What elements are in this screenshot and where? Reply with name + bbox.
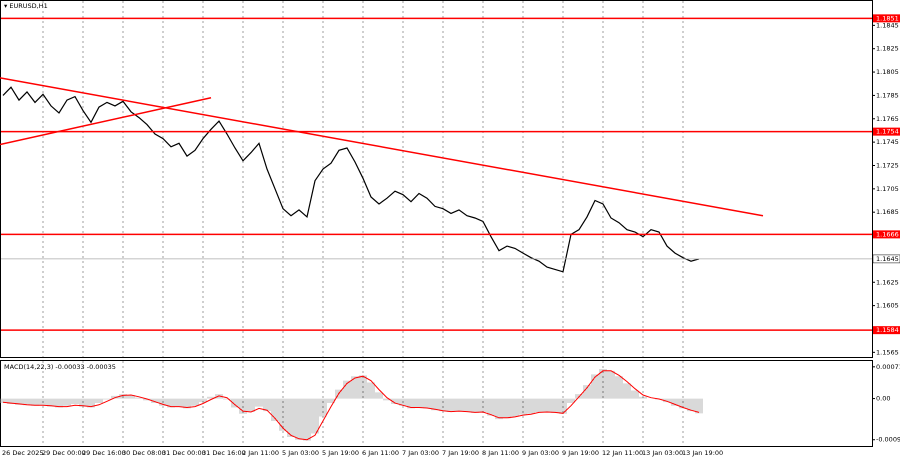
x-tick-label: 9 Jan 19:00: [562, 449, 599, 457]
level-label: 1.1851: [876, 14, 899, 22]
x-tick-label: 26 Dec 2025: [2, 449, 44, 457]
x-tick-label: 5 Jan 03:00: [282, 449, 319, 457]
level-label: 1.1754: [876, 128, 899, 136]
y-tick-label: 1.1845: [876, 21, 899, 29]
x-tick-label: 31 Dec 16:00: [202, 449, 246, 457]
x-tick-label: 5 Jan 19:00: [322, 449, 359, 457]
x-tick-label: 31 Dec 00:00: [162, 449, 206, 457]
x-tick-label: 8 Jan 11:00: [482, 449, 519, 457]
price-pane: [0, 0, 873, 358]
y-tick-label: 1.1805: [876, 68, 899, 76]
x-tick-label: 6 Jan 11:00: [362, 449, 399, 457]
level-label-bg: [873, 230, 900, 239]
level-label-bg: [873, 127, 900, 136]
y-tick-label: -0.00092: [876, 436, 900, 444]
level-label: 1.1584: [876, 326, 899, 334]
y-tick-label: 1.1745: [876, 138, 899, 146]
macd-pane: [0, 360, 873, 447]
last-price-label: 1.1645: [876, 255, 899, 263]
last-price-bg: [872, 254, 900, 264]
y-tick-label: 1.1705: [876, 185, 899, 193]
x-tick-label: 12 Jan 11:00: [602, 449, 643, 457]
level-label: 1.1666: [876, 230, 899, 238]
trendline: [0, 97, 212, 146]
chart-title: ▾ EURUSD,H1: [4, 2, 48, 10]
x-tick-label: 2 Jan 11:00: [242, 449, 279, 457]
y-tick-label: 1.1825: [876, 45, 899, 53]
y-tick-label: 0.00071: [876, 363, 900, 371]
symbol: EURUSD,H1: [9, 2, 47, 10]
y-tick-label: 0.00: [876, 395, 890, 403]
y-tick-label: 1.1685: [876, 208, 899, 216]
level-label-bg: [873, 326, 900, 335]
x-tick-label: 7 Jan 03:00: [402, 449, 439, 457]
x-tick-label: 29 Dec 00:00: [42, 449, 86, 457]
x-tick-label: 7 Jan 19:00: [442, 449, 479, 457]
signal-line: [2, 370, 700, 441]
x-tick-label: 13 Jan 19:00: [682, 449, 723, 457]
y-tick-label: 1.1725: [876, 161, 899, 169]
level-label-bg: [873, 14, 900, 23]
y-tick-label: 1.1785: [876, 91, 899, 99]
y-tick-label: 1.1765: [876, 115, 899, 123]
y-tick-label: 1.1565: [876, 348, 899, 356]
price-line: [2, 86, 700, 273]
trendline: [0, 77, 764, 217]
x-tick-label: 9 Jan 03:00: [522, 449, 559, 457]
indicator-title: MACD(14,22,3) -0.00033 -0.00035: [4, 363, 116, 371]
x-tick-label: 29 Dec 16:00: [82, 449, 126, 457]
x-tick-label: 30 Dec 08:00: [122, 449, 166, 457]
y-tick-label: 1.1605: [876, 302, 899, 310]
x-tick-label: 13 Jan 03:00: [642, 449, 683, 457]
y-tick-label: 1.1625: [876, 278, 899, 286]
